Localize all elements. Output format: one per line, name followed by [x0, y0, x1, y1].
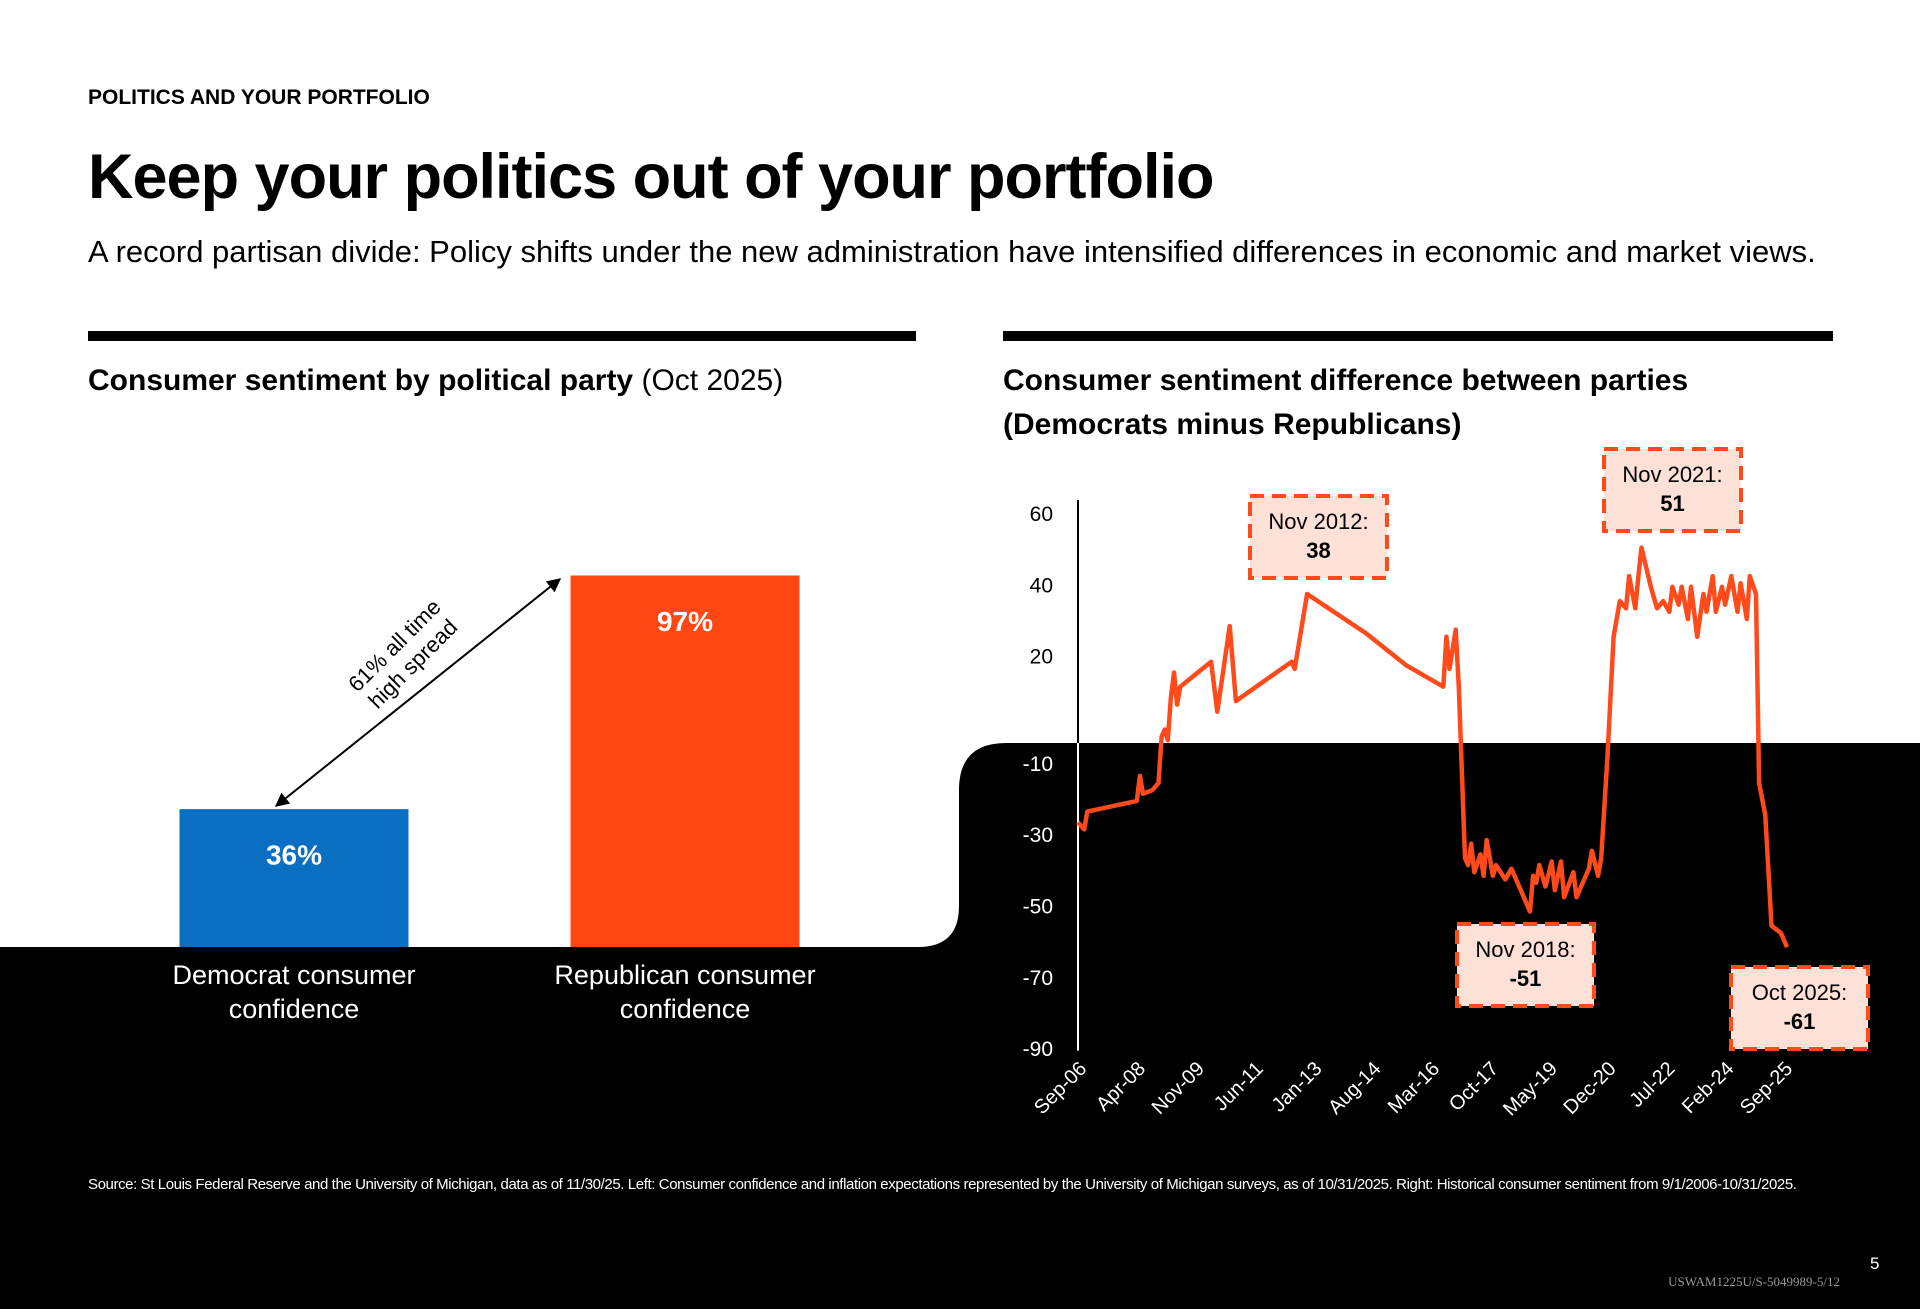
callout-box — [1729, 965, 1870, 1051]
y-tick-label: 20 — [1030, 646, 1053, 669]
bar — [179, 809, 409, 947]
kicker: POLITICS AND YOUR PORTFOLIO — [88, 86, 430, 109]
bar-value-label: 36% — [266, 840, 322, 871]
chart-title: Consumer sentiment by political party (O… — [88, 364, 783, 398]
y-tick-label: -90 — [1023, 1038, 1053, 1061]
document-code: USWAM1225U/S-5049989-5/12 — [1668, 1274, 1840, 1289]
footnote: Source: St Louis Federal Reserve and the… — [88, 1176, 1797, 1193]
callout-label: Nov 2018: — [1475, 937, 1575, 962]
y-tick-label: -70 — [1023, 967, 1053, 990]
y-tick-label: -50 — [1023, 895, 1053, 918]
callout-value: 51 — [1660, 491, 1684, 516]
bar — [570, 575, 800, 947]
data-line — [1076, 545, 1790, 949]
category-label: Republican consumer confidence — [554, 960, 816, 1024]
callout-box — [1455, 922, 1596, 1008]
background-band — [0, 743, 1920, 1309]
chart-title-main: Consumer sentiment by political party — [88, 364, 634, 397]
callout-value: -61 — [1784, 1009, 1816, 1034]
chart-title: Consumer sentiment difference between pa… — [1003, 364, 1689, 397]
callout-label: Oct 2025: — [1752, 980, 1847, 1005]
chart-subtitle: (Oct 2025) — [641, 364, 784, 397]
y-tick-label: 60 — [1030, 503, 1053, 526]
callout-box — [1248, 494, 1389, 580]
spread-arrow — [274, 578, 562, 807]
bar-value-label: 97% — [657, 606, 713, 637]
y-tick-label: 40 — [1030, 574, 1053, 597]
rule — [88, 331, 916, 341]
callout-value: -51 — [1510, 966, 1542, 991]
callout-label: Nov 2021: — [1622, 462, 1722, 487]
callout-value: 38 — [1306, 538, 1330, 563]
chart-subtitle: (Democrats minus Republicans) — [1003, 408, 1462, 441]
callout-box — [1602, 447, 1743, 533]
y-tick-label: -30 — [1023, 824, 1053, 847]
page-title: Keep your politics out of your portfolio — [88, 142, 1214, 212]
rule — [1003, 331, 1833, 341]
callout-label: Nov 2012: — [1268, 509, 1368, 534]
page-subtitle: A record partisan divide: Policy shifts … — [88, 234, 1816, 269]
category-label: Democrat consumer confidence — [172, 960, 416, 1024]
page-number: 5 — [1870, 1254, 1880, 1273]
y-tick-label: -10 — [1023, 753, 1053, 776]
